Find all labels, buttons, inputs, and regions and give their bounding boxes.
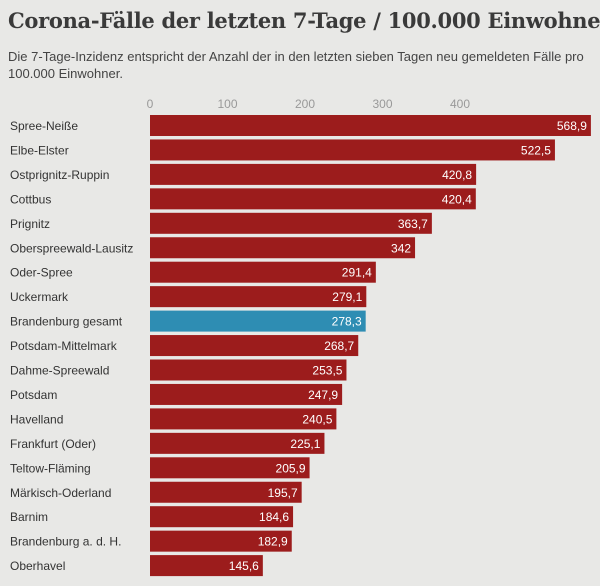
data-label: 253,5	[312, 364, 342, 378]
data-label: 420,4	[442, 192, 472, 206]
data-label: 240,5	[302, 412, 332, 426]
bar	[150, 335, 359, 357]
data-label: 182,9	[258, 535, 288, 549]
bar	[150, 506, 294, 528]
bar	[150, 555, 263, 577]
data-label: 420,8	[442, 168, 472, 182]
category-label: Havelland	[10, 412, 63, 426]
bar	[150, 408, 337, 430]
data-label: 268,7	[324, 339, 354, 353]
bar	[150, 115, 591, 136]
x-tick-label: 0	[147, 97, 154, 111]
bar	[150, 530, 292, 552]
data-label: 278,3	[332, 315, 362, 329]
data-label: 522,5	[521, 143, 551, 157]
data-label: 184,6	[259, 510, 289, 524]
category-label: Potsdam-Mittelmark	[10, 339, 118, 353]
category-label: Teltow-Fläming	[10, 461, 91, 475]
bar	[150, 383, 343, 405]
bar	[150, 261, 376, 283]
data-label: 145,6	[229, 559, 259, 573]
category-label: Prignitz	[10, 217, 50, 231]
category-label: Dahme-Spreewald	[10, 364, 109, 378]
chart-subtitle: Die 7-Tage-Inzidenz entspricht der Anzah…	[8, 49, 584, 81]
bar	[150, 237, 416, 259]
data-label: 195,7	[268, 486, 298, 500]
category-label: Märkisch-Oderland	[10, 486, 111, 500]
category-label: Elbe-Elster	[10, 143, 69, 157]
bar	[150, 212, 432, 234]
data-label: 342	[391, 241, 411, 255]
x-tick-label: 100	[217, 97, 237, 111]
x-tick-label: 200	[295, 97, 315, 111]
bar	[150, 457, 310, 479]
category-label: Potsdam	[10, 388, 57, 402]
category-label: Ostprignitz-Ruppin	[10, 168, 109, 182]
data-label: 568,9	[557, 119, 587, 133]
category-label: Oberhavel	[10, 559, 65, 573]
data-label: 225,1	[290, 437, 320, 451]
bar	[150, 310, 366, 332]
data-label: 247,9	[308, 388, 338, 402]
category-label: Brandenburg a. d. H.	[10, 535, 121, 549]
bar	[150, 139, 555, 161]
data-label: 279,1	[332, 290, 362, 304]
category-label: Uckermark	[10, 290, 69, 304]
category-label: Frankfurt (Oder)	[10, 437, 96, 451]
bar	[150, 481, 302, 503]
data-label: 291,4	[342, 266, 372, 280]
bar	[150, 188, 476, 210]
chart-title: Corona-Fälle der letzten 7-Tage / 100.00…	[8, 8, 600, 33]
bar	[150, 359, 347, 381]
category-label: Oberspreewald-Lausitz	[10, 241, 133, 255]
bar	[150, 163, 477, 185]
bar	[150, 286, 367, 308]
data-label: 205,9	[276, 461, 306, 475]
category-label: Spree-Neiße	[10, 119, 78, 133]
data-label: 363,7	[398, 217, 428, 231]
x-tick-label: 300	[372, 97, 392, 111]
bar	[150, 432, 325, 454]
x-tick-label: 400	[450, 97, 470, 111]
category-label: Barnim	[10, 510, 48, 524]
category-label: Oder-Spree	[10, 266, 73, 280]
category-label: Brandenburg gesamt	[10, 315, 123, 329]
category-label: Cottbus	[10, 192, 51, 206]
